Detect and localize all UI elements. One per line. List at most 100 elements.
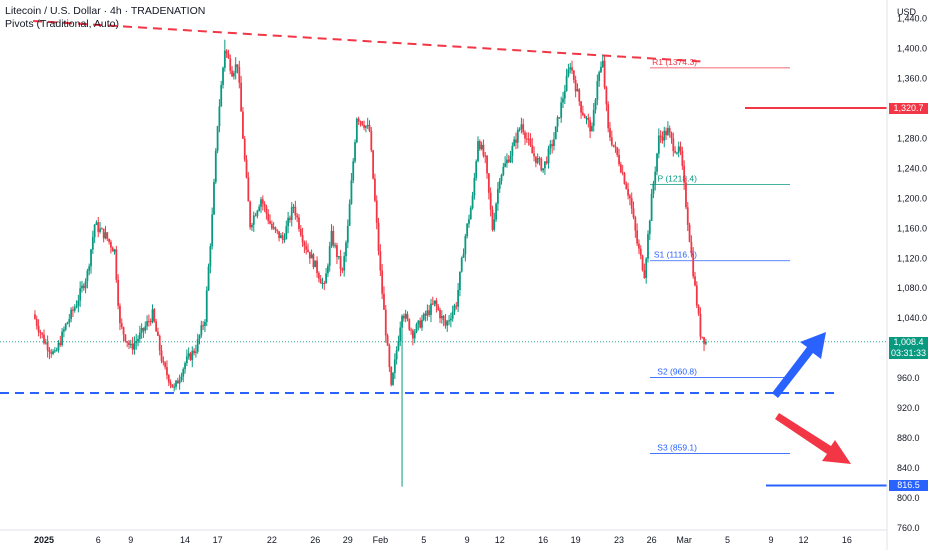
y-tick-label: 920.0 (897, 403, 920, 413)
candle-body (439, 309, 441, 319)
candle-body (460, 257, 463, 272)
candle-body (57, 342, 60, 351)
candle-body (37, 325, 40, 332)
candle-body (133, 343, 136, 350)
candle-body (500, 174, 503, 182)
candle-body (84, 281, 87, 289)
candle-body (142, 327, 145, 331)
candle-body (147, 321, 150, 323)
candle-body (704, 341, 707, 344)
candle-body (169, 382, 172, 385)
y-tick-label: 1,120.0 (897, 253, 927, 263)
candle-body (359, 121, 362, 123)
candle-body (323, 283, 326, 285)
candle-body (446, 321, 449, 326)
candle-body (395, 350, 398, 360)
candle-body (122, 327, 125, 335)
candle-body (415, 324, 418, 333)
candle-body (146, 321, 148, 327)
candle-body (668, 128, 671, 133)
candle-body (522, 124, 525, 133)
candle-body (650, 193, 653, 221)
candle-body (285, 226, 288, 239)
candle-body (151, 309, 154, 323)
candle-body (544, 161, 546, 169)
candle-body (600, 66, 602, 73)
candle-body (489, 192, 492, 210)
candle-body (404, 313, 407, 319)
candle-body (459, 271, 461, 291)
candle-body (525, 138, 528, 140)
candle-body (346, 225, 349, 243)
candle-body (223, 50, 226, 68)
candle-body (455, 305, 458, 307)
candle-body (592, 109, 595, 126)
candle-body (478, 141, 481, 150)
candle-body (638, 243, 640, 249)
candle-body (50, 352, 53, 354)
candle-body (303, 242, 306, 246)
candle-body (34, 314, 36, 319)
currency-label[interactable]: USD (897, 7, 917, 17)
candle-body (73, 307, 76, 311)
candle-body (504, 163, 507, 167)
candle-body (457, 290, 460, 307)
candle-body (267, 213, 270, 221)
candle-body (305, 245, 308, 250)
candle-body (354, 142, 356, 162)
candle-body (155, 321, 158, 332)
candle-body (699, 313, 702, 337)
candle-body (97, 222, 100, 232)
candle-body (287, 217, 290, 227)
candle-body (299, 228, 302, 236)
candle-body (580, 101, 582, 113)
x-tick-label: 29 (343, 535, 353, 545)
candle-body (589, 120, 592, 132)
candle-body (220, 84, 223, 107)
candle-body (397, 341, 400, 351)
candle-body (53, 350, 56, 352)
candle-body (153, 309, 156, 322)
candle-body (191, 350, 194, 360)
candle-body (124, 334, 127, 342)
candle-body (402, 315, 405, 319)
up-arrow (772, 332, 826, 398)
candle-body (218, 106, 221, 127)
candle-body (234, 64, 237, 73)
candle-body (643, 270, 646, 278)
candle-body (283, 238, 286, 240)
candle-body (140, 327, 143, 333)
indicator-label[interactable]: Pivots (Traditional, Auto) (5, 18, 119, 30)
candle-body (679, 146, 682, 151)
candle-body (468, 219, 470, 224)
candle-body (703, 337, 705, 344)
candle-body (451, 311, 454, 319)
y-tick-label: 760.0 (897, 523, 920, 533)
x-tick-label: 9 (128, 535, 133, 545)
candle-body (209, 246, 212, 267)
candle-body (654, 171, 657, 184)
candle-body (605, 87, 608, 105)
candle-body (261, 199, 264, 204)
candle-body (290, 207, 293, 220)
candle-body (82, 285, 85, 289)
candle-body (686, 207, 689, 225)
candle-body (88, 266, 91, 271)
candle-body (553, 139, 555, 147)
candle-body (569, 67, 572, 70)
y-tick-label: 1,080.0 (897, 283, 927, 293)
x-tick-label: 14 (180, 535, 190, 545)
candle-body (272, 227, 275, 229)
candle-body (242, 111, 244, 139)
x-tick-label: 12 (495, 535, 505, 545)
candle-body (547, 148, 550, 164)
candle-body (128, 342, 130, 345)
resistance-price-value: 1,320.7 (893, 102, 924, 113)
trend-lines (0, 19, 887, 487)
candle-body (475, 161, 478, 178)
candle-body (448, 320, 450, 322)
pivot-label: S1 (1116.7) (654, 250, 697, 260)
candle-body (648, 220, 651, 235)
time-axis[interactable]: 2025 6 9 14 17 22 26 29 Feb 5 9 12 16 19 23 26 Mar 5 9 12 16 (34, 535, 852, 545)
